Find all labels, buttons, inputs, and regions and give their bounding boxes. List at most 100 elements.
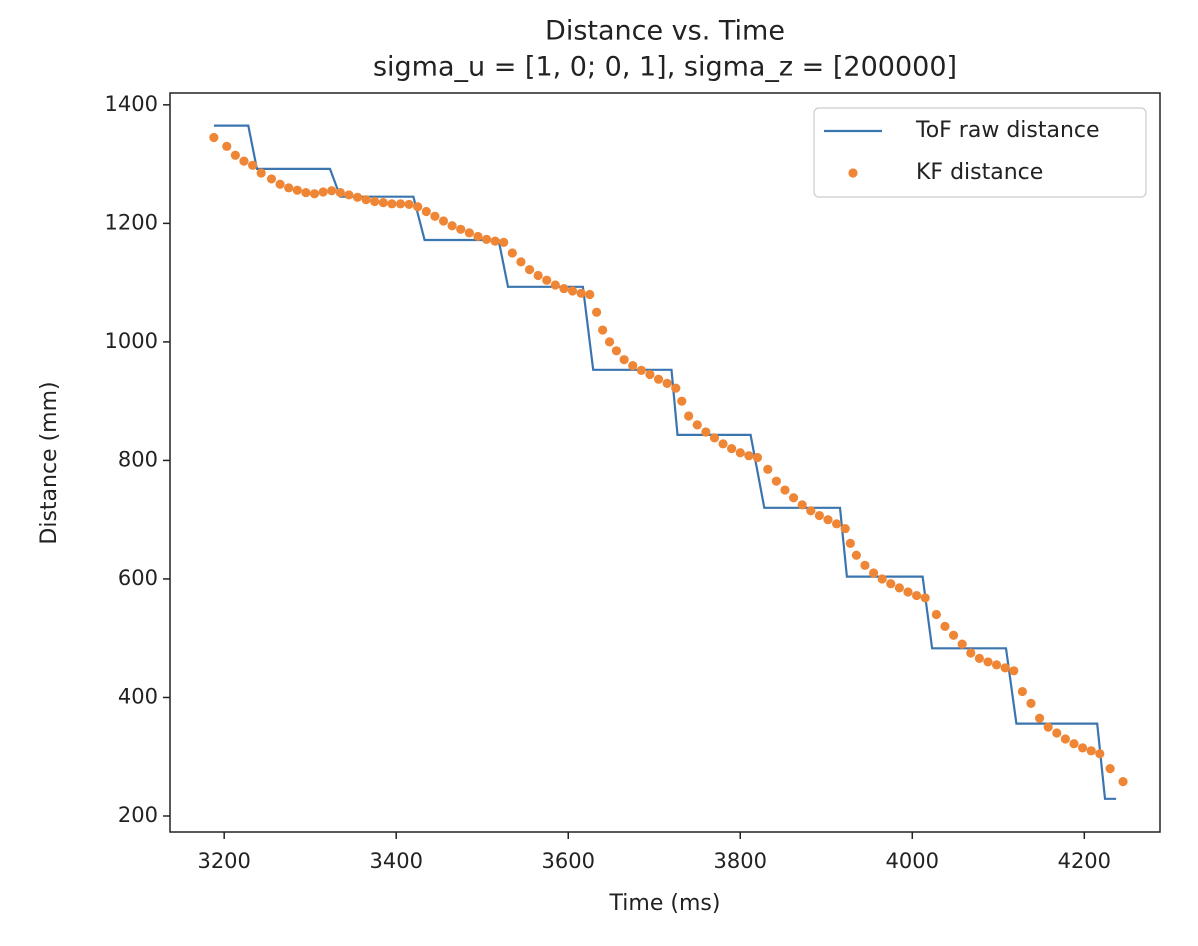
data-point xyxy=(860,560,870,570)
data-point xyxy=(1095,749,1105,759)
data-point xyxy=(653,374,664,384)
data-point xyxy=(692,420,702,430)
chart-title: Distance vs. Time xyxy=(545,16,785,47)
data-point xyxy=(948,630,959,640)
y-tick-label: 1200 xyxy=(105,210,158,234)
data-point xyxy=(886,579,896,589)
data-point xyxy=(1060,734,1070,744)
data-point xyxy=(645,369,655,380)
data-point xyxy=(576,288,586,298)
data-point xyxy=(628,361,638,371)
legend-label: KF distance xyxy=(916,160,1043,185)
data-point xyxy=(266,174,277,184)
data-point xyxy=(894,583,904,593)
data-point xyxy=(903,587,913,597)
data-point xyxy=(991,660,1002,670)
data-point xyxy=(974,653,984,663)
data-point xyxy=(464,228,474,238)
data-point xyxy=(771,476,781,486)
data-point xyxy=(430,211,440,221)
data-point xyxy=(404,199,414,210)
data-point xyxy=(727,443,737,454)
data-point xyxy=(840,523,850,534)
data-point xyxy=(831,519,842,529)
data-point xyxy=(788,493,799,503)
legend-swatch xyxy=(848,168,858,178)
plot-frame xyxy=(169,92,1161,833)
data-point xyxy=(752,452,763,463)
data-point xyxy=(447,221,457,231)
data-point xyxy=(456,224,466,234)
x-tick-label: 4000 xyxy=(886,849,939,873)
data-point xyxy=(318,187,328,197)
legend-box xyxy=(813,107,1147,198)
data-point xyxy=(1077,743,1088,753)
data-point xyxy=(507,248,517,258)
data-point xyxy=(256,168,266,178)
data-point xyxy=(335,187,345,198)
data-point xyxy=(542,275,552,285)
data-point xyxy=(585,289,595,300)
data-point xyxy=(222,141,232,151)
data-point xyxy=(931,609,941,620)
data-point xyxy=(701,427,711,437)
y-tick-label: 400 xyxy=(118,684,158,708)
data-point xyxy=(421,206,431,217)
y-axis-label: Distance (mm) xyxy=(37,381,62,544)
x-tick-label: 3800 xyxy=(714,849,767,873)
data-point xyxy=(868,568,879,578)
data-point xyxy=(940,621,950,631)
data-point xyxy=(763,464,773,474)
data-point xyxy=(361,195,371,205)
y-tick-label: 800 xyxy=(118,447,158,471)
data-point xyxy=(247,160,258,170)
data-point xyxy=(1000,663,1010,673)
data-point xyxy=(744,451,754,461)
data-point xyxy=(378,198,388,208)
data-point xyxy=(275,179,285,189)
data-point xyxy=(301,187,311,198)
y-tick-label: 1000 xyxy=(105,329,158,353)
legend-label: ToF raw distance xyxy=(915,118,1100,143)
data-point xyxy=(662,378,672,388)
data-point xyxy=(533,270,543,281)
data-point xyxy=(780,485,790,495)
data-point xyxy=(1043,722,1053,732)
data-point xyxy=(209,132,219,143)
data-point xyxy=(611,346,622,356)
data-point xyxy=(920,593,930,603)
data-point xyxy=(598,325,608,335)
data-point xyxy=(1086,746,1096,756)
data-point xyxy=(592,307,602,317)
data-point xyxy=(806,506,816,516)
data-point xyxy=(284,183,294,193)
data-point xyxy=(387,199,397,209)
data-point xyxy=(1017,686,1027,697)
data-point xyxy=(230,150,240,160)
data-point xyxy=(966,648,976,658)
data-point xyxy=(814,510,824,521)
y-tick-label: 600 xyxy=(118,566,158,590)
data-point xyxy=(1105,763,1115,774)
data-point xyxy=(1052,728,1062,738)
data-point xyxy=(413,202,423,212)
data-point xyxy=(292,185,302,195)
x-tick-label: 3400 xyxy=(369,849,422,873)
data-point xyxy=(684,411,694,421)
data-point xyxy=(877,574,887,584)
data-point xyxy=(797,500,807,510)
data-point xyxy=(327,186,337,196)
data-point xyxy=(1026,698,1036,709)
y-tick-label: 1400 xyxy=(105,92,158,116)
data-point xyxy=(1069,739,1079,749)
x-tick-label: 3200 xyxy=(197,849,250,873)
data-point xyxy=(309,189,320,199)
data-point xyxy=(352,192,363,202)
data-point xyxy=(604,337,615,347)
data-point xyxy=(983,657,993,667)
data-point xyxy=(499,237,509,247)
data-point xyxy=(709,433,720,443)
x-tick-label: 3600 xyxy=(542,849,595,873)
